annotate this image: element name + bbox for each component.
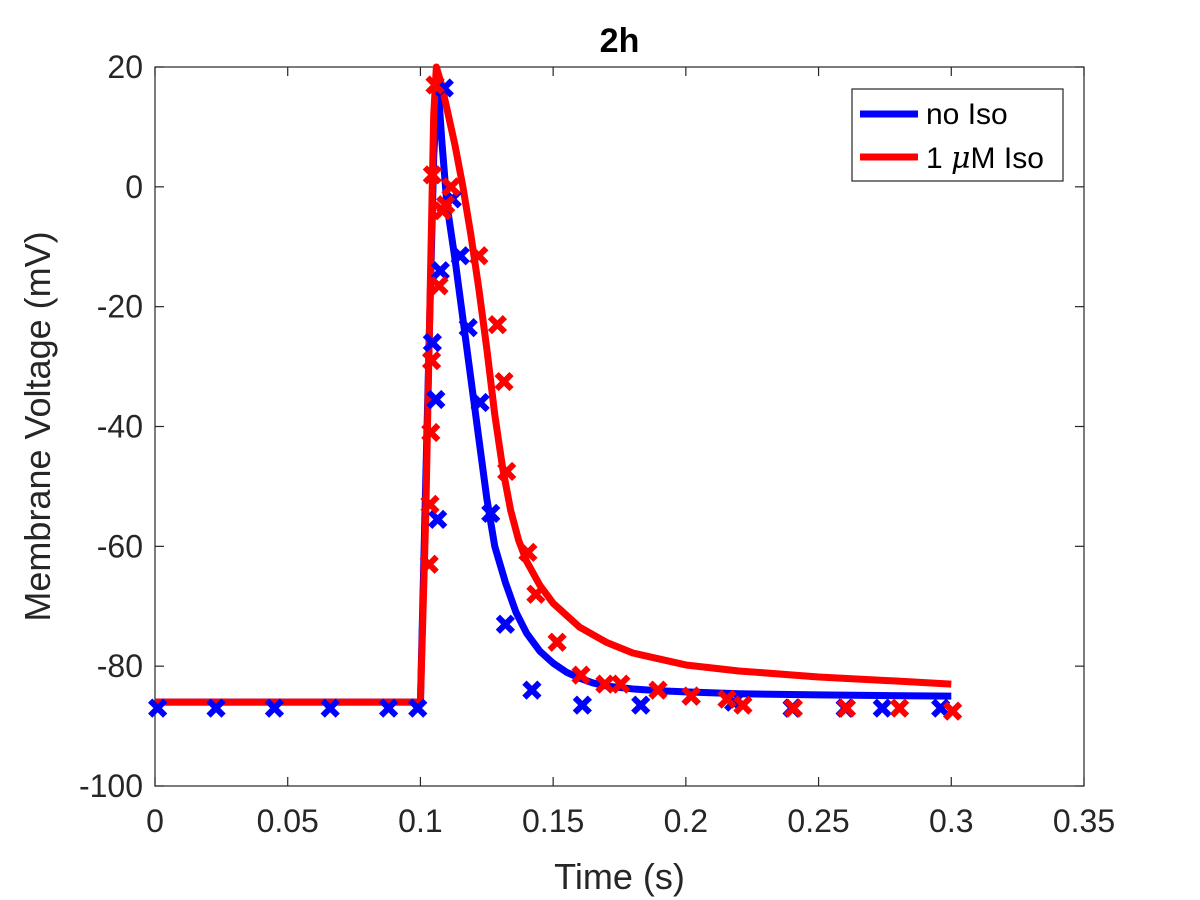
series-1-marker	[681, 686, 701, 706]
series-0-marker	[450, 246, 470, 266]
plot-content	[148, 63, 963, 721]
series-1-marker	[497, 461, 517, 482]
series-0-marker	[572, 695, 592, 715]
legend-label-iso-suffix: M Iso	[971, 142, 1044, 175]
series-1-marker	[783, 698, 803, 718]
series-0-marker	[430, 261, 450, 281]
y-tick-label: -100	[79, 768, 143, 804]
series-0-marker	[481, 503, 501, 524]
series-0-marker	[426, 389, 446, 410]
series-1-marker	[836, 698, 857, 718]
series-0-marker	[378, 698, 399, 718]
series-1-marker	[518, 542, 538, 562]
plot-area	[154, 66, 1085, 787]
y-axis-label: Membrane Voltage (mV)	[17, 231, 58, 621]
series-1-marker	[420, 494, 440, 515]
y-tick-label: -80	[97, 648, 143, 684]
series-1-marker	[436, 195, 456, 215]
legend-label-iso-prefix: 1	[926, 142, 951, 175]
y-tick-label: -40	[97, 409, 143, 445]
legend: no Iso 1 μM Iso	[851, 88, 1064, 182]
series-0-marker	[320, 698, 340, 718]
x-tick-label: 0.3	[929, 803, 973, 839]
y-axis: -100 -80 -60 -40 -20 0 20	[79, 49, 1084, 804]
legend-label-iso-mu: μ	[951, 141, 971, 176]
x-tick-label: 0	[146, 803, 164, 839]
series-0-marker	[422, 332, 442, 353]
series-1-marker	[429, 276, 449, 296]
series-1-marker	[942, 701, 963, 721]
series-1-marker	[441, 177, 461, 197]
series-0-marker	[408, 698, 428, 718]
x-tick-label: 0.05	[257, 803, 319, 839]
series-0-marker	[495, 614, 515, 634]
series-1-marker	[717, 689, 737, 709]
y-tick-label: 20	[107, 49, 143, 85]
y-tick-label: -60	[97, 528, 143, 564]
x-tick-label: 0.15	[522, 803, 584, 839]
series-1-marker	[547, 632, 567, 652]
legend-label-iso: 1 μM Iso	[926, 141, 1044, 176]
series-1-marker	[494, 371, 514, 392]
series-line-0	[155, 75, 952, 706]
series-1-marker	[425, 75, 445, 95]
y-tick-label: 0	[125, 169, 143, 205]
series-1-marker	[889, 698, 910, 718]
x-tick-label: 0.1	[398, 803, 442, 839]
series-1-marker	[422, 165, 442, 185]
series-1-marker	[648, 680, 668, 700]
series-0-marker	[206, 698, 226, 718]
x-axis-label: Time (s)	[554, 856, 685, 897]
series-0-marker	[522, 680, 542, 700]
series-0-marker	[872, 698, 892, 718]
series-0-marker	[428, 509, 448, 529]
chart-title: 2h	[600, 22, 640, 60]
series-0-marker	[631, 695, 651, 715]
legend-label-no-iso: no Iso	[926, 98, 1008, 131]
x-axis: 0 0.05 0.1 0.15 0.2 0.25 0.3 0.35	[146, 67, 1115, 839]
series-1-marker	[595, 674, 615, 694]
series-1-marker	[611, 674, 631, 694]
x-tick-label: 0.2	[664, 803, 708, 839]
series-0-marker	[458, 318, 478, 338]
series-0-marker	[148, 698, 168, 718]
series-0-marker	[264, 698, 285, 718]
series-1-marker	[487, 315, 508, 335]
series-1-marker	[733, 695, 753, 715]
legend-box	[851, 88, 1064, 182]
series-1-marker	[421, 422, 441, 443]
series-line-1	[155, 63, 952, 706]
x-tick-label: 0.35	[1053, 803, 1115, 839]
series-0-marker	[470, 392, 490, 413]
x-tick-label: 0.25	[787, 803, 849, 839]
series-1-marker	[419, 554, 439, 574]
y-tick-label: -20	[97, 289, 143, 325]
series-1-marker	[421, 350, 442, 371]
series-1-marker	[526, 584, 546, 604]
series-1-marker	[469, 246, 489, 266]
series-1-marker	[571, 665, 591, 685]
